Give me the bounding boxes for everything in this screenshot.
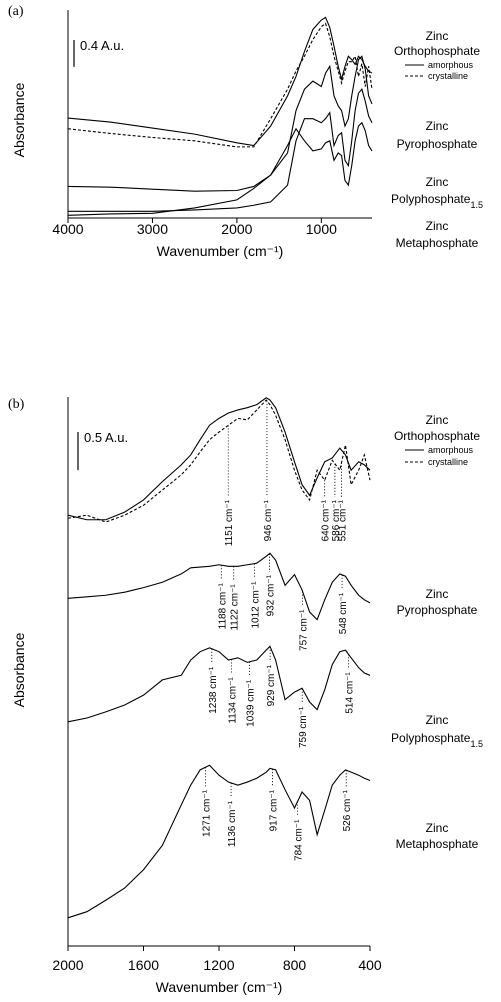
- curve-label: Polyphosphate1.5: [391, 731, 483, 749]
- curve-label: Orthophosphate: [394, 429, 480, 443]
- x-axis-label: Wavenumber (cm⁻¹): [156, 979, 283, 995]
- spectrum-line: [67, 16, 373, 147]
- peak-label: 1238 cm⁻¹: [208, 666, 219, 714]
- y-axis-label: Absorbance: [11, 632, 27, 707]
- y-axis-label: Absorbance: [11, 82, 27, 157]
- peak-label: 757 cm⁻¹: [299, 609, 310, 651]
- x-tick-label: 2000: [221, 221, 252, 237]
- x-tick-label: 4000: [52, 221, 83, 237]
- peak-label: 929 cm⁻¹: [266, 664, 277, 706]
- spectrum-line: [68, 88, 373, 212]
- curve-label: Pyrophosphate: [397, 137, 478, 151]
- spectrum-line: [67, 121, 373, 216]
- curve-label: Zinc: [426, 713, 449, 727]
- x-axis-label: Wavenumber (cm⁻¹): [157, 243, 284, 259]
- curve-label-main: Metaphosphate: [396, 837, 479, 851]
- curve-label: Metaphosphate: [396, 837, 479, 851]
- peak-label: 1012 cm⁻¹: [250, 581, 261, 629]
- spectrum-line: [67, 764, 371, 919]
- spectrum-line: [67, 645, 371, 723]
- peak-label: 946 cm⁻¹: [263, 499, 274, 541]
- curve-label: Zinc: [426, 29, 449, 43]
- peak-label: 1134 cm⁻¹: [227, 677, 238, 724]
- spectrum-line: [67, 22, 373, 148]
- curve-label-main: Pyrophosphate: [397, 603, 478, 617]
- curve-label: Zinc: [426, 119, 449, 133]
- curve-label-main: Metaphosphate: [396, 236, 479, 250]
- peak-label: 1136 cm⁻¹: [227, 800, 238, 847]
- curve-label: Pyrophosphate: [397, 603, 478, 617]
- curve-label-main: Orthophosphate: [394, 429, 480, 443]
- x-tick-label: 3000: [137, 221, 168, 237]
- spectrum-line: [67, 399, 371, 523]
- curve-label: Orthophosphate: [394, 44, 480, 58]
- peak-label: 1039 cm⁻¹: [245, 679, 256, 727]
- spectrum-line: [67, 552, 371, 621]
- x-tick-label: 400: [358, 957, 382, 973]
- peak-label: 640 cm⁻¹: [321, 499, 332, 541]
- panel-label: (b): [8, 397, 25, 412]
- legend-label: crystalline: [428, 457, 468, 467]
- curve-label-sub: 1.5: [470, 739, 483, 749]
- curve-label: Metaphosphate: [396, 236, 479, 250]
- curve-label-main: Pyrophosphate: [397, 137, 478, 151]
- legend-label: crystalline: [428, 71, 468, 81]
- x-tick-label: 1600: [128, 957, 159, 973]
- curve-label: Zinc: [426, 175, 449, 189]
- x-tick-label: 1000: [306, 221, 337, 237]
- legend-label: amorphous: [428, 445, 474, 455]
- peak-label: 1151 cm⁻¹: [224, 499, 235, 546]
- curve-label: Zinc: [426, 413, 449, 427]
- peak-label: 932 cm⁻¹: [266, 574, 277, 616]
- curve-label: Zinc: [426, 821, 449, 835]
- peak-label: 551 cm⁻¹: [337, 499, 348, 541]
- curve-label-main: Polyphosphate: [391, 731, 471, 745]
- curve-label: Zinc: [426, 587, 449, 601]
- peak-label: 784 cm⁻¹: [294, 819, 305, 861]
- legend-label: amorphous: [428, 60, 474, 70]
- peak-label: 1188 cm⁻¹: [217, 582, 228, 629]
- scale-bar-label: 0.4 A.u.: [80, 38, 124, 53]
- x-tick-label: 800: [283, 957, 307, 973]
- curve-label-main: Polyphosphate: [391, 192, 471, 206]
- panel-label: (a): [8, 4, 24, 19]
- curve-label: Zinc: [426, 219, 449, 233]
- spectrum-line: [67, 55, 373, 192]
- x-tick-label: 1200: [203, 957, 234, 973]
- curve-label-main: Orthophosphate: [394, 44, 480, 58]
- peak-label: 548 cm⁻¹: [338, 592, 349, 634]
- peak-label: 1271 cm⁻¹: [202, 789, 213, 837]
- curve-label-sub: 1.5: [470, 200, 483, 210]
- spectrum-line: [67, 397, 371, 521]
- peak-label: 526 cm⁻¹: [342, 789, 353, 831]
- peak-label: 514 cm⁻¹: [344, 672, 355, 714]
- curve-label: Polyphosphate1.5: [391, 192, 483, 210]
- scale-bar-label: 0.5 A.u.: [84, 430, 128, 445]
- x-tick-label: 2000: [52, 957, 83, 973]
- peak-label: 586 cm⁻¹: [331, 499, 342, 541]
- peak-label: 1122 cm⁻¹: [230, 584, 241, 631]
- peak-label: 917 cm⁻¹: [268, 789, 279, 831]
- peak-label: 759 cm⁻¹: [298, 706, 309, 748]
